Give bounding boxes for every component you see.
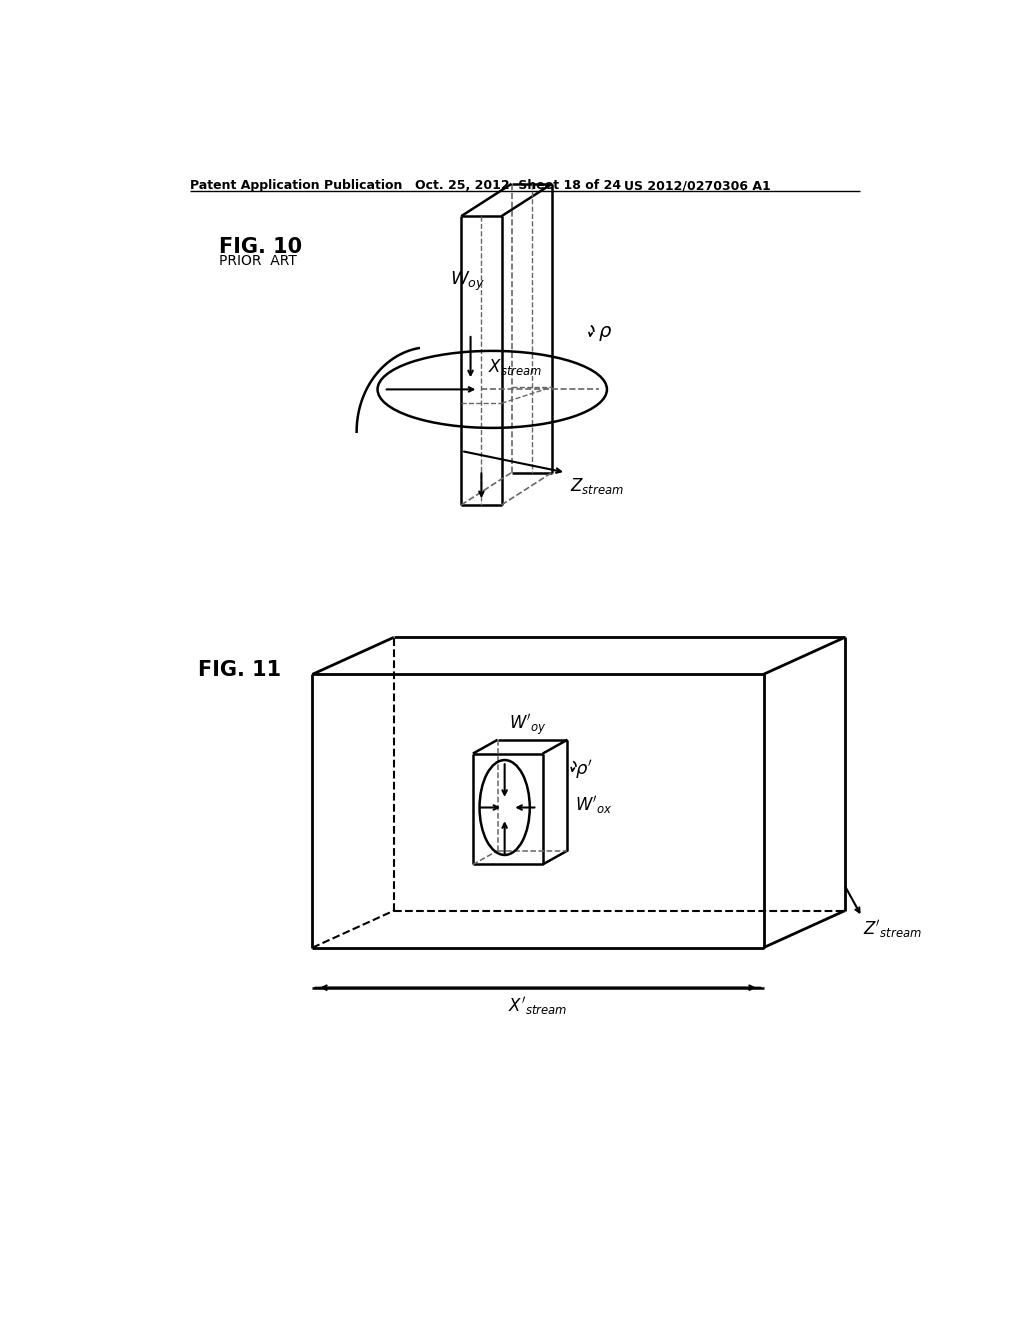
Text: $X'_{stream}$: $X'_{stream}$ bbox=[508, 995, 567, 1018]
Text: $\rho$: $\rho$ bbox=[598, 325, 612, 343]
Text: FIG. 10: FIG. 10 bbox=[219, 238, 302, 257]
Text: $X_{stream}$: $X_{stream}$ bbox=[487, 358, 542, 378]
Text: $W_{oy}$: $W_{oy}$ bbox=[450, 271, 485, 293]
Text: $\rho'$: $\rho'$ bbox=[575, 758, 593, 780]
Text: Oct. 25, 2012  Sheet 18 of 24: Oct. 25, 2012 Sheet 18 of 24 bbox=[415, 180, 621, 193]
Text: US 2012/0270306 A1: US 2012/0270306 A1 bbox=[624, 180, 771, 193]
Text: $Z'_{stream}$: $Z'_{stream}$ bbox=[863, 919, 923, 940]
Text: FIG. 11: FIG. 11 bbox=[198, 660, 281, 680]
Text: $W'_{oy}$: $W'_{oy}$ bbox=[509, 713, 547, 738]
Text: $W'_{ox}$: $W'_{ox}$ bbox=[575, 795, 612, 816]
Text: $Z_{stream}$: $Z_{stream}$ bbox=[569, 475, 624, 495]
Text: PRIOR  ART: PRIOR ART bbox=[219, 253, 297, 268]
Text: Patent Application Publication: Patent Application Publication bbox=[190, 180, 402, 193]
